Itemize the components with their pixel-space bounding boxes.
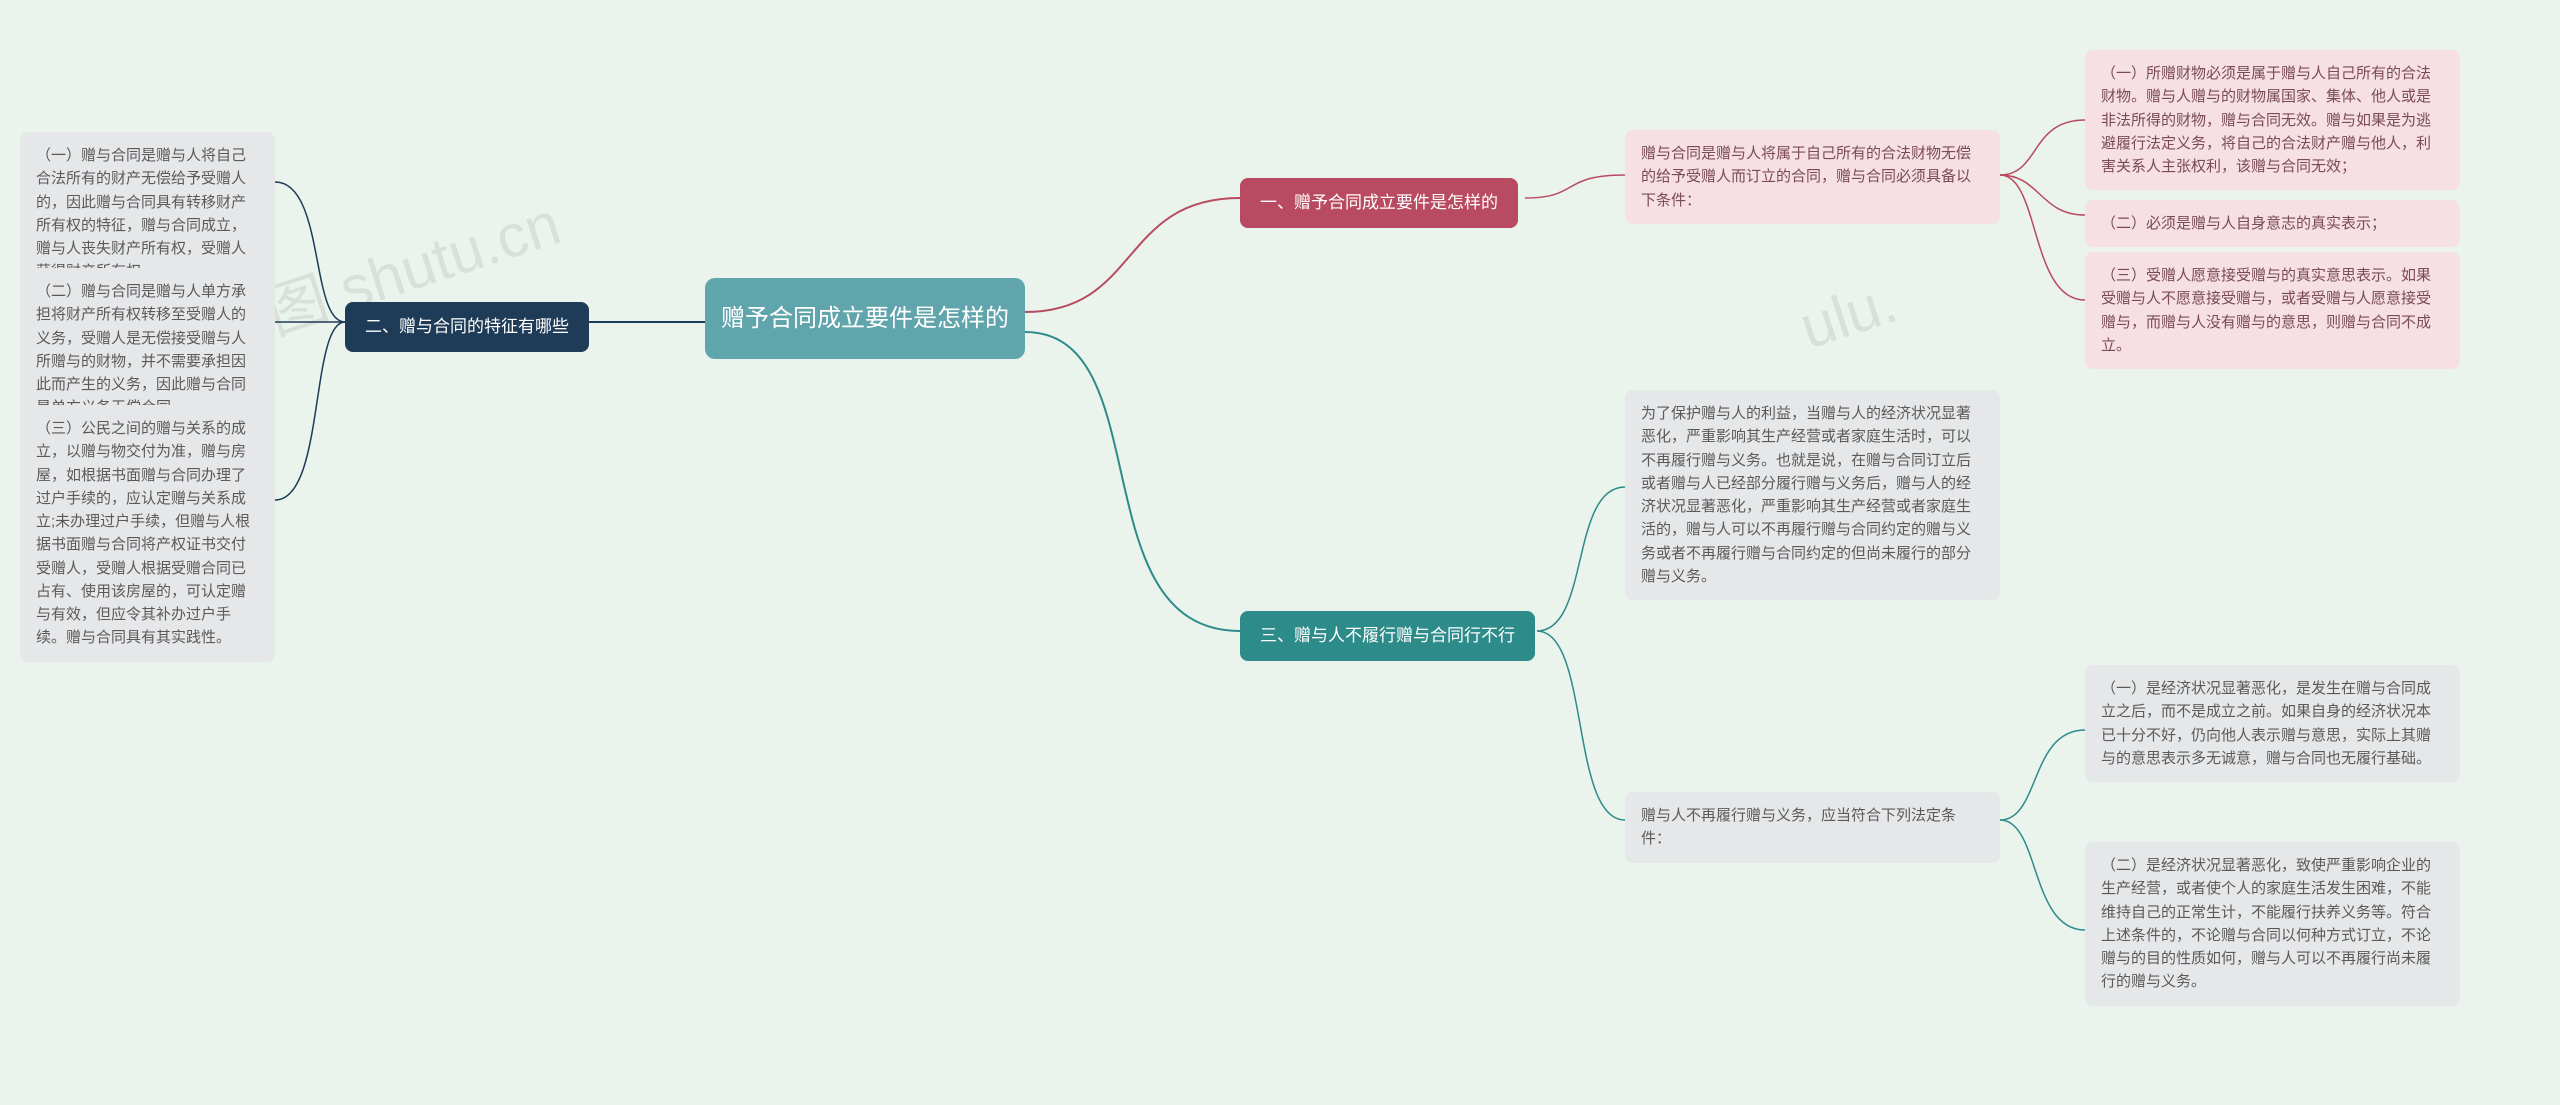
branch-one: 一、赠予合同成立要件是怎样的 [1240, 178, 1518, 228]
watermark: ulu. [1792, 267, 1905, 363]
branch-three-cond-intro: 赠与人不再履行赠与义务，应当符合下列法定条件： [1625, 792, 2000, 863]
branch-three-cond-2: （二）是经济状况显著恶化，致使严重影响企业的生产经营，或者使个人的家庭生活发生困… [2085, 842, 2460, 1006]
branch-two: 二、赠与合同的特征有哪些 [345, 302, 589, 352]
branch-one-leaf-1: （一）所赠财物必须是属于赠与人自己所有的合法财物。赠与人赠与的财物属国家、集体、… [2085, 50, 2460, 190]
branch-three: 三、赠与人不履行赠与合同行不行 [1240, 611, 1535, 661]
branch-one-intro: 赠与合同是赠与人将属于自己所有的合法财物无偿的给予受赠人而订立的合同，赠与合同必… [1625, 130, 2000, 224]
central-topic: 赠予合同成立要件是怎样的 [705, 278, 1025, 359]
branch-one-leaf-2: （二）必须是赠与人自身意志的真实表示； [2085, 200, 2460, 247]
branch-two-leaf-3: （三）公民之间的赠与关系的成立，以赠与物交付为准，赠与房屋，如根据书面赠与合同办… [20, 405, 275, 662]
branch-three-cond-1: （一）是经济状况显著恶化，是发生在赠与合同成立之后，而不是成立之前。如果自身的经… [2085, 665, 2460, 782]
branch-three-para: 为了保护赠与人的利益，当赠与人的经济状况显著恶化，严重影响其生产经营或者家庭生活… [1625, 390, 2000, 600]
branch-one-leaf-3: （三）受赠人愿意接受赠与的真实意思表示。如果受赠与人不愿意接受赠与，或者受赠与人… [2085, 252, 2460, 369]
